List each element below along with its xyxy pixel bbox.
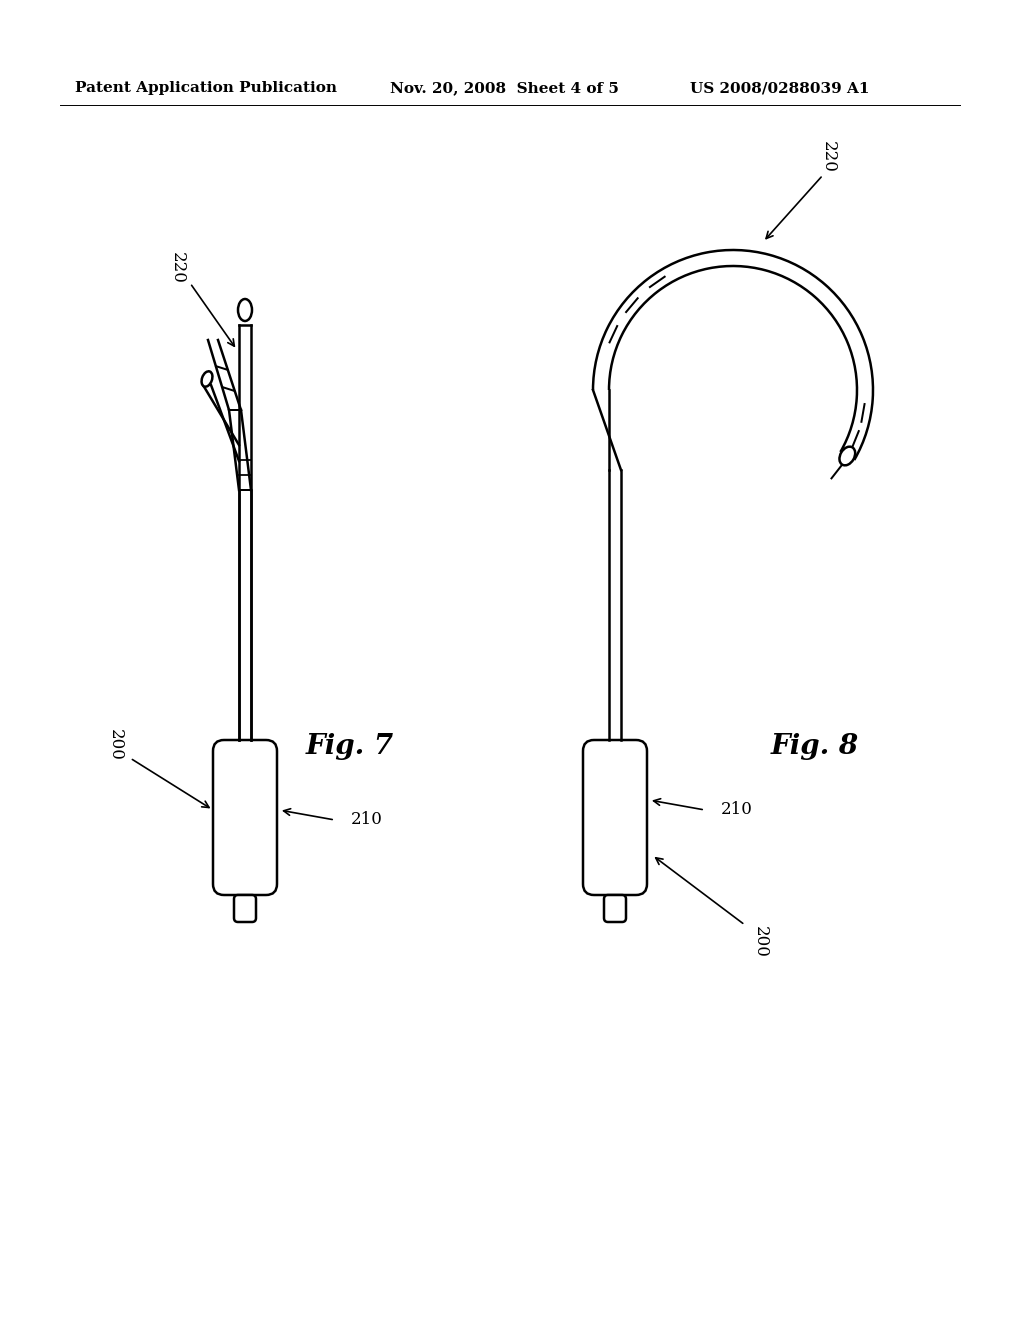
Text: 200: 200 xyxy=(752,927,768,958)
Text: 210: 210 xyxy=(721,801,753,818)
FancyBboxPatch shape xyxy=(213,741,278,895)
Text: US 2008/0288039 A1: US 2008/0288039 A1 xyxy=(690,81,869,95)
Text: 220: 220 xyxy=(819,141,837,173)
Text: Fig. 7: Fig. 7 xyxy=(306,734,394,760)
Ellipse shape xyxy=(238,300,252,321)
FancyBboxPatch shape xyxy=(234,895,256,921)
Text: 210: 210 xyxy=(351,812,383,829)
FancyBboxPatch shape xyxy=(604,895,626,921)
Text: 200: 200 xyxy=(106,729,124,760)
Ellipse shape xyxy=(202,371,212,387)
Text: Nov. 20, 2008  Sheet 4 of 5: Nov. 20, 2008 Sheet 4 of 5 xyxy=(390,81,618,95)
FancyBboxPatch shape xyxy=(583,741,647,895)
Text: Fig. 8: Fig. 8 xyxy=(771,734,859,760)
Text: 220: 220 xyxy=(169,252,185,284)
Ellipse shape xyxy=(840,446,855,466)
Text: Patent Application Publication: Patent Application Publication xyxy=(75,81,337,95)
